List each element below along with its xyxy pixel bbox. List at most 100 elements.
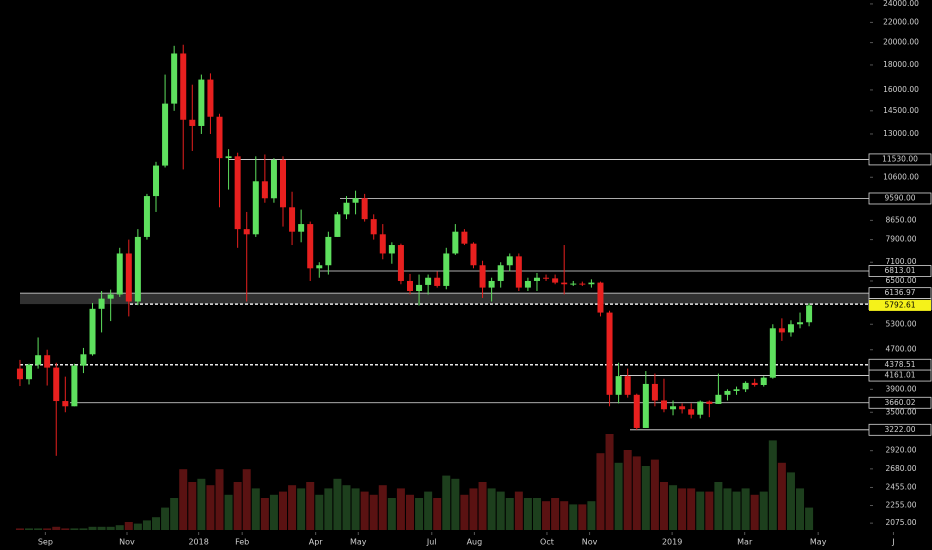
volume-bar bbox=[88, 526, 97, 530]
candle-body bbox=[425, 277, 432, 285]
volume-bar bbox=[605, 434, 614, 530]
candle-body bbox=[397, 245, 404, 281]
candle-body bbox=[633, 394, 640, 428]
candle-body bbox=[80, 354, 87, 366]
candle-body bbox=[443, 253, 450, 286]
volume-bar bbox=[161, 507, 170, 530]
candle-body bbox=[751, 382, 758, 385]
volume-bar bbox=[614, 462, 623, 530]
candle-body bbox=[62, 401, 69, 407]
volume-bar bbox=[714, 482, 723, 530]
volume-bar bbox=[224, 494, 233, 530]
volume-bar bbox=[542, 501, 551, 530]
y-tick-label: 2255.00 bbox=[885, 500, 916, 509]
candle-body bbox=[252, 181, 259, 235]
volume-bar bbox=[805, 507, 814, 530]
x-tick-label: Sep bbox=[38, 538, 53, 547]
volume-bar bbox=[523, 498, 532, 530]
candle-body bbox=[797, 322, 804, 325]
volume-bar bbox=[514, 491, 523, 530]
candle-body bbox=[280, 159, 287, 208]
candle-body bbox=[198, 79, 205, 126]
volume-bar bbox=[34, 528, 43, 530]
volume-bar bbox=[669, 485, 678, 530]
candle-body bbox=[289, 207, 296, 232]
volume-bar bbox=[179, 469, 188, 530]
candle-body bbox=[651, 383, 658, 401]
y-tick-label: 8650.00 bbox=[885, 215, 916, 224]
level-label-box bbox=[868, 396, 932, 409]
volume-bar bbox=[705, 491, 714, 530]
volume-bar bbox=[732, 491, 741, 530]
volume-bar bbox=[351, 488, 360, 530]
candle-body bbox=[352, 198, 359, 203]
candle-body bbox=[44, 355, 51, 368]
y-tick-label: 7100.00 bbox=[885, 257, 916, 266]
level-label-box bbox=[868, 265, 932, 277]
candle-body bbox=[162, 103, 169, 166]
volume-bar bbox=[306, 482, 315, 530]
candle-body bbox=[806, 305, 813, 323]
candle-body bbox=[16, 368, 23, 380]
volume-bar bbox=[242, 469, 251, 530]
y-tick-label: 18000.00 bbox=[883, 60, 919, 69]
candle-body bbox=[642, 383, 649, 428]
candle-body bbox=[370, 219, 377, 235]
candle-body bbox=[334, 214, 341, 237]
volume-bar bbox=[460, 494, 469, 530]
volume-bar bbox=[15, 528, 24, 530]
volume-bar bbox=[433, 498, 442, 530]
zone bbox=[20, 293, 870, 305]
candle-body bbox=[71, 365, 78, 407]
candle-body bbox=[107, 294, 114, 299]
y-tick-label: 2455.00 bbox=[885, 482, 916, 491]
candle-body bbox=[143, 196, 150, 237]
candle-body bbox=[416, 284, 423, 291]
x-tick-label: 2019 bbox=[662, 538, 682, 547]
candle-body bbox=[706, 401, 713, 404]
volume-bar bbox=[269, 494, 278, 530]
volume-bar bbox=[315, 494, 324, 530]
volume-bar bbox=[641, 466, 650, 530]
volume-bar bbox=[279, 491, 288, 530]
y-tick-label: 10600.00 bbox=[883, 172, 919, 181]
y-tick-label: 6500.00 bbox=[885, 276, 916, 285]
candle-body bbox=[769, 328, 776, 378]
x-tick-label: Nov bbox=[582, 538, 598, 547]
volume-bar bbox=[197, 478, 206, 530]
candle-body bbox=[406, 280, 413, 291]
level-label: 3660.02 bbox=[884, 398, 915, 407]
last-price-label: 5792.61 bbox=[884, 300, 915, 309]
candle-body bbox=[243, 229, 250, 235]
volume-bar bbox=[478, 482, 487, 530]
candle-body bbox=[524, 280, 531, 288]
candle-body bbox=[543, 277, 550, 279]
volume-bar bbox=[188, 482, 197, 530]
x-tick-label: May bbox=[810, 538, 827, 547]
level-label: 3222.00 bbox=[884, 425, 915, 434]
candle-body bbox=[624, 376, 631, 395]
volume-bar bbox=[369, 494, 378, 530]
candle-body bbox=[189, 119, 196, 126]
candle-body bbox=[125, 253, 132, 302]
candle-body bbox=[388, 245, 395, 254]
candle-body bbox=[515, 256, 522, 288]
volume-bar bbox=[777, 462, 786, 530]
candle-body bbox=[180, 53, 187, 120]
volume-bar bbox=[632, 456, 641, 530]
candle-body bbox=[742, 382, 749, 390]
y-tick-label: 13000.00 bbox=[883, 129, 919, 138]
volume-bar bbox=[505, 498, 514, 530]
volume-bar bbox=[405, 494, 414, 530]
candle-body bbox=[316, 265, 323, 269]
level-label-box bbox=[868, 153, 932, 166]
candle-body bbox=[615, 376, 622, 395]
volume-bar bbox=[70, 528, 79, 530]
volume-bar bbox=[333, 478, 342, 530]
x-tick-label: Feb bbox=[235, 538, 249, 547]
volume-bar bbox=[115, 525, 124, 530]
x-tick-label: Aug bbox=[467, 538, 483, 547]
volume-bar bbox=[61, 528, 70, 530]
volume-bar bbox=[569, 504, 578, 530]
